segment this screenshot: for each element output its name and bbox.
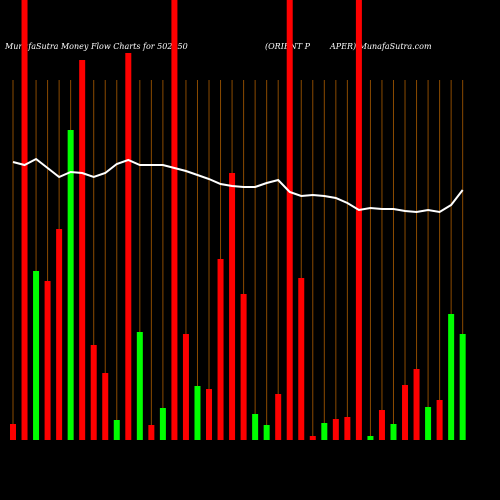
bar xyxy=(332,419,339,440)
bar xyxy=(10,424,16,440)
bar xyxy=(90,345,97,440)
chart-title: MunafaSutra Money Flow Charts for 502450 xyxy=(4,42,188,51)
bar xyxy=(367,436,374,440)
bar xyxy=(79,60,86,440)
money-flow-line xyxy=(12,157,464,214)
bar xyxy=(67,130,74,440)
bar xyxy=(263,425,270,440)
bar xyxy=(102,373,109,440)
bar xyxy=(413,369,420,440)
bar xyxy=(56,229,63,440)
bar xyxy=(194,386,201,440)
bar xyxy=(344,417,351,440)
bar xyxy=(321,423,328,440)
bar xyxy=(125,53,132,440)
bar xyxy=(217,259,224,440)
bar xyxy=(33,271,40,440)
bar xyxy=(425,407,432,440)
bar xyxy=(298,278,305,440)
bar xyxy=(355,0,362,440)
bar xyxy=(252,414,259,440)
bar xyxy=(113,420,120,440)
bar xyxy=(309,436,316,440)
bar xyxy=(459,334,466,440)
bar xyxy=(378,410,385,440)
bar xyxy=(286,0,293,440)
bar xyxy=(136,332,143,440)
bar xyxy=(275,394,282,440)
bar xyxy=(448,314,455,440)
bar xyxy=(390,424,397,440)
bar xyxy=(44,281,51,440)
plot-area xyxy=(10,0,466,440)
bar xyxy=(229,173,236,440)
bar xyxy=(240,294,247,440)
bar xyxy=(159,408,166,440)
bar xyxy=(148,425,155,440)
bar xyxy=(182,334,189,440)
bar xyxy=(206,389,213,440)
bar xyxy=(171,0,178,440)
bar xyxy=(436,400,443,440)
bar xyxy=(402,385,409,440)
chart-subtitle: APER) MunafaSutra.com xyxy=(329,42,432,51)
bar xyxy=(21,0,28,440)
